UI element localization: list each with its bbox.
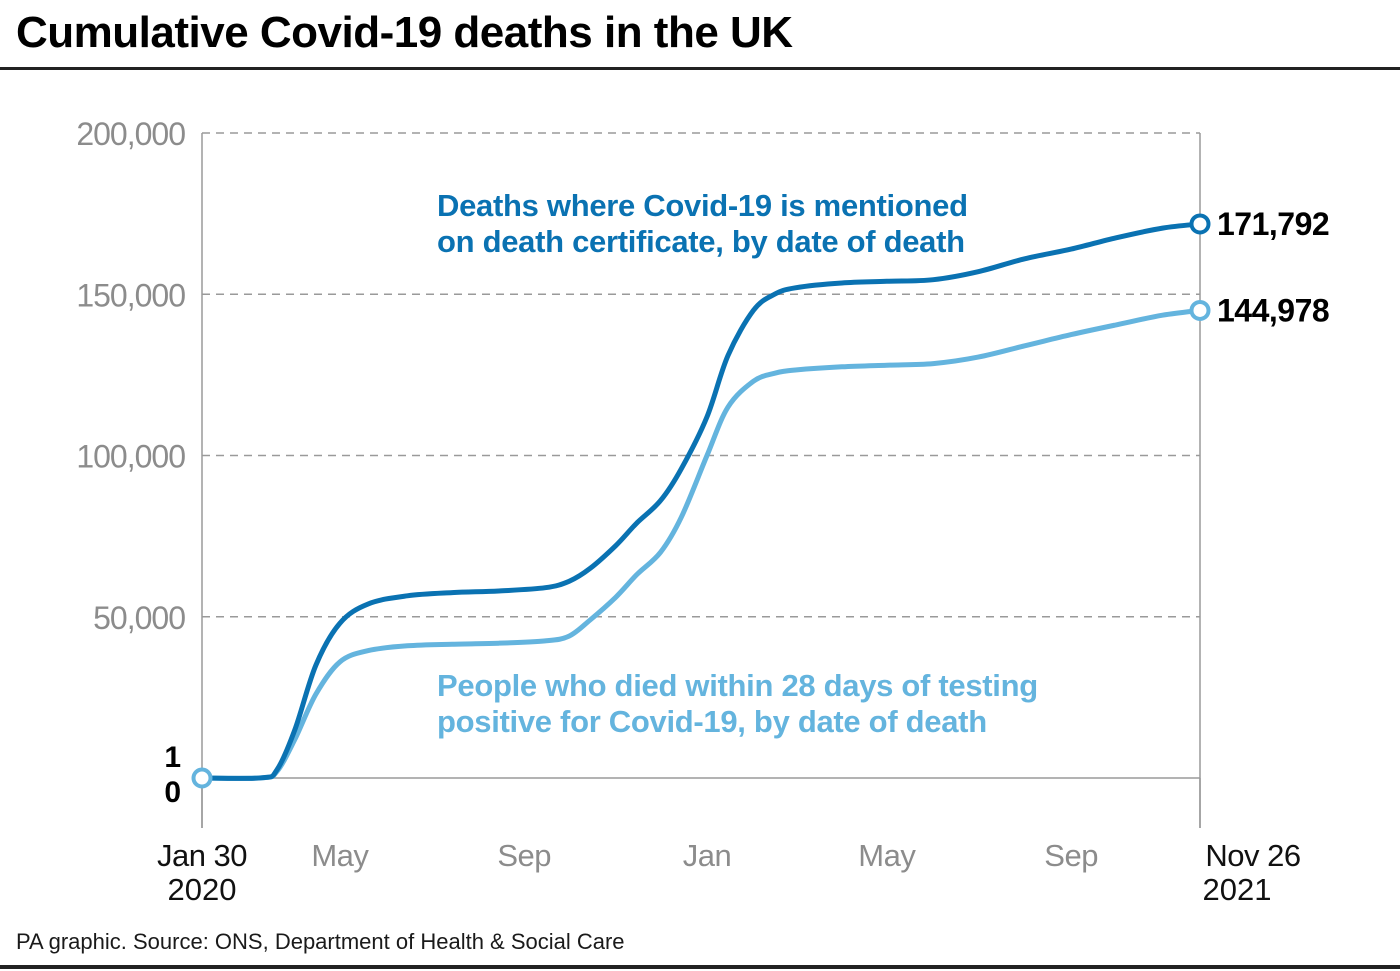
end-value-label: 144,978 [1217, 292, 1329, 328]
y-tick-label: 200,000 [76, 116, 185, 152]
x-tick-sublabel: 2021 [1203, 872, 1272, 907]
y-tick-label: 50,000 [93, 600, 185, 636]
series-annotation: positive for Covid-19, by date of death [437, 704, 987, 739]
y-tick-label: 0 [164, 776, 181, 809]
x-tick-label: Sep [497, 838, 551, 873]
x-tick-label: Jan 30 [157, 838, 247, 873]
series-annotation: People who died within 28 days of testin… [437, 668, 1038, 703]
x-tick-label: May [311, 838, 369, 873]
y-tick-label-one: 1 [164, 741, 181, 774]
x-tick-sublabel: 2020 [168, 872, 237, 907]
x-tick-label: Jan [683, 838, 731, 873]
title-divider [0, 67, 1400, 70]
start-point-marker [191, 767, 213, 789]
series-line-tested-positive [199, 307, 1203, 781]
end-value-label: 171,792 [1217, 206, 1329, 242]
series-annotation: Deaths where Covid-19 is mentioned [437, 188, 968, 223]
source-note: PA graphic. Source: ONS, Department of H… [16, 929, 625, 954]
x-tick-label: Sep [1044, 838, 1098, 873]
end-point-marker [1189, 299, 1211, 321]
y-tick-label: 100,000 [76, 439, 185, 475]
end-point-marker [1189, 213, 1211, 235]
y-tick-label: 150,000 [76, 277, 185, 313]
bottom-divider [0, 965, 1400, 969]
x-tick-label: Nov 26 [1205, 838, 1300, 873]
x-tick-label: May [858, 838, 916, 873]
series-annotation: on death certificate, by date of death [437, 224, 965, 259]
chart-title: Cumulative Covid-19 deaths in the UK [16, 8, 793, 57]
series-line-death-certificate [199, 221, 1203, 781]
